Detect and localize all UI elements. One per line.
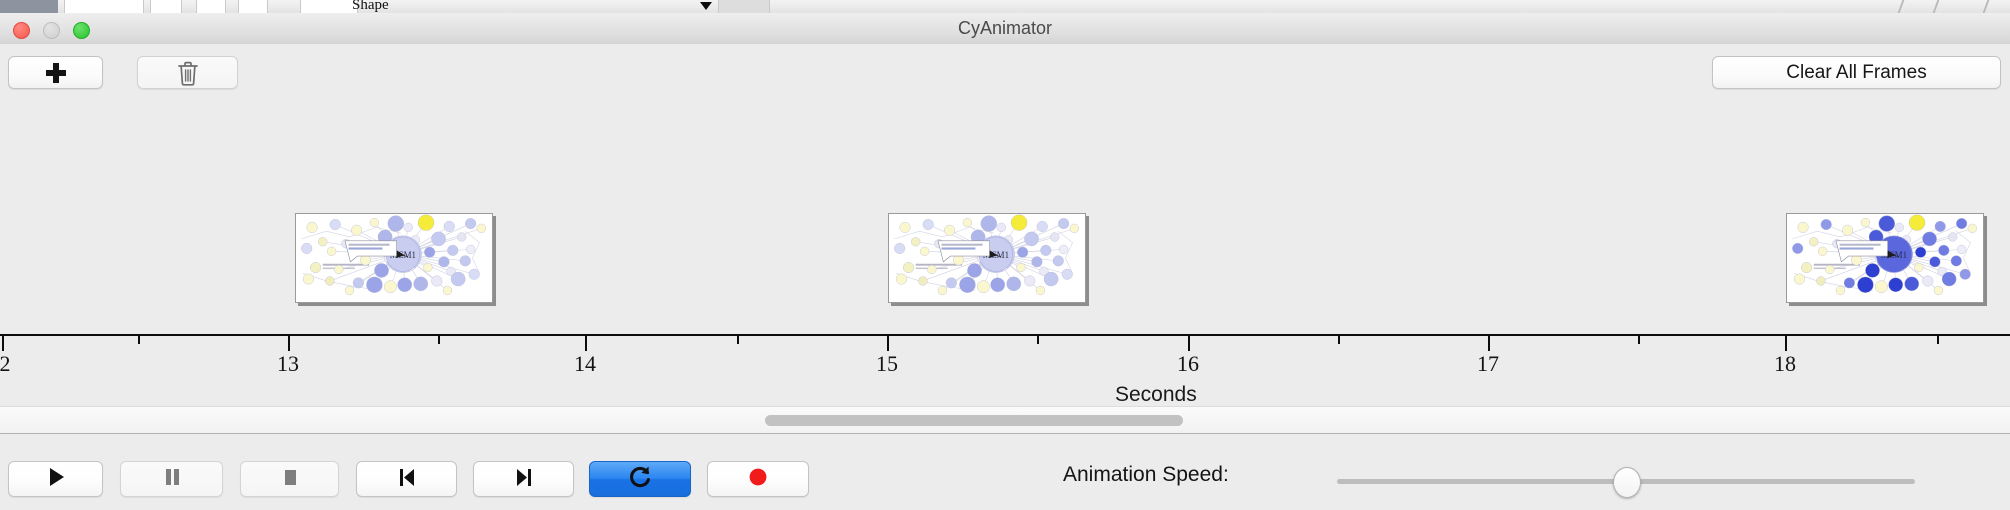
timeline-tick-major bbox=[887, 336, 889, 351]
record-button[interactable] bbox=[707, 461, 809, 497]
timeline-tick-label: 14 bbox=[574, 351, 596, 376]
skip-to-end-button[interactable] bbox=[473, 461, 574, 497]
stop-icon bbox=[277, 464, 303, 495]
close-button[interactable] bbox=[13, 22, 30, 39]
timeline-axis-title: Seconds bbox=[1115, 383, 1197, 406]
trash-icon bbox=[177, 61, 198, 86]
timeline-tick-minor bbox=[1037, 336, 1039, 344]
background-chevron-icon bbox=[1982, 0, 2006, 13]
background-window-label: Shape bbox=[352, 0, 389, 13]
network-thumbnail-graphic: MCM1 bbox=[1787, 214, 1983, 302]
clear-all-frames-button[interactable]: Clear All Frames bbox=[1712, 56, 2001, 89]
timeline-frame-thumbnail[interactable]: MCM1 bbox=[295, 213, 493, 303]
window-title: CyAnimator bbox=[957, 18, 1053, 38]
background-tab bbox=[150, 0, 182, 13]
timeline-tick-minor bbox=[1638, 336, 1640, 344]
timeline-axis-line bbox=[0, 334, 2010, 336]
pause-button[interactable] bbox=[120, 461, 223, 497]
minimize-button[interactable] bbox=[43, 22, 60, 39]
timeline-scrollbar-thumb[interactable] bbox=[765, 415, 1183, 426]
timeline-tick-minor bbox=[1937, 336, 1939, 344]
timeline-tick-label: 18 bbox=[1774, 351, 1796, 376]
background-window-strip: Shape bbox=[0, 0, 2010, 13]
animation-speed-slider-thumb[interactable] bbox=[1613, 467, 1641, 498]
timeline-tick-major bbox=[1188, 336, 1190, 351]
maximize-button[interactable] bbox=[73, 22, 90, 39]
loop-button[interactable] bbox=[589, 461, 691, 497]
toolbar bbox=[0, 44, 2010, 92]
timeline-tick-minor bbox=[1338, 336, 1340, 344]
record-icon bbox=[745, 464, 771, 495]
timeline-tick-label: 17 bbox=[1477, 351, 1499, 376]
timeline-tick-major bbox=[2, 336, 4, 351]
clear-all-frames-label: Clear All Frames bbox=[1786, 61, 1927, 83]
timeline-tick-label: 16 bbox=[1177, 351, 1199, 376]
timeline-panel[interactable]: Seconds 12 13 14 15 16 17 18 MCM1 MCM1 bbox=[0, 91, 2010, 406]
animation-speed-label: Animation Speed: bbox=[1063, 463, 1229, 486]
loop-icon bbox=[626, 463, 654, 496]
background-window-titlebar bbox=[0, 0, 58, 13]
timeline-tick-major bbox=[585, 336, 587, 351]
timeline-tick-major bbox=[1488, 336, 1490, 351]
stop-button[interactable] bbox=[240, 461, 339, 497]
plus-icon bbox=[45, 62, 66, 83]
skip-forward-icon bbox=[511, 464, 537, 495]
timeline-tick-minor bbox=[438, 336, 440, 344]
timeline-tick-major bbox=[1785, 336, 1787, 351]
background-tab bbox=[718, 0, 770, 13]
timeline-tick-minor bbox=[138, 336, 140, 344]
timeline-scrollbar-track[interactable] bbox=[0, 406, 2010, 433]
title-bar: CyAnimator bbox=[0, 13, 2010, 45]
timeline-frame-thumbnail[interactable]: MCM1 bbox=[888, 213, 1086, 303]
timeline-tick-major bbox=[288, 336, 290, 351]
delete-frame-button[interactable] bbox=[137, 56, 238, 89]
background-tab bbox=[64, 0, 144, 13]
timeline-tick-minor bbox=[737, 336, 739, 344]
background-tab bbox=[238, 0, 268, 13]
background-chevron-icon bbox=[1897, 0, 1921, 13]
background-cursor-arrow bbox=[700, 2, 712, 10]
timeline-tick-label: 13 bbox=[277, 351, 299, 376]
skip-back-icon bbox=[394, 464, 420, 495]
network-thumbnail-graphic: MCM1 bbox=[889, 214, 1085, 302]
network-thumbnail-graphic: MCM1 bbox=[296, 214, 492, 302]
pause-icon bbox=[159, 464, 185, 495]
background-tab bbox=[300, 0, 358, 13]
timeline-tick-label: 12 bbox=[0, 351, 11, 376]
play-icon bbox=[43, 464, 69, 495]
timeline-frame-thumbnail[interactable]: MCM1 bbox=[1786, 213, 1984, 303]
play-button[interactable] bbox=[8, 461, 103, 497]
add-frame-button[interactable] bbox=[8, 56, 103, 89]
timeline-tick-label: 15 bbox=[876, 351, 898, 376]
skip-to-start-button[interactable] bbox=[356, 461, 457, 497]
background-chevron-icon bbox=[1932, 0, 1956, 13]
background-tab bbox=[196, 0, 226, 13]
